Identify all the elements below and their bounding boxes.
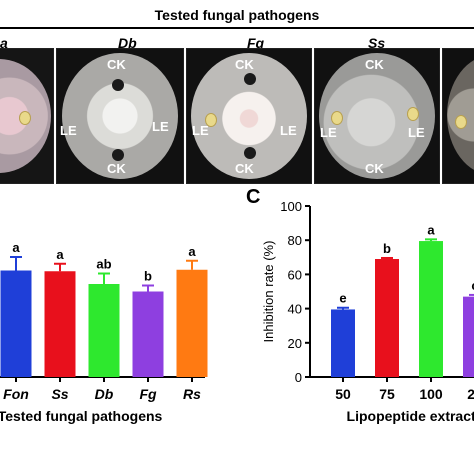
panel-label-1: a (0, 35, 8, 51)
agar-plug-left (331, 111, 343, 125)
significance-label: ab (96, 257, 111, 272)
y-tick-label: 20 (288, 336, 302, 351)
significance-label: a (56, 247, 64, 262)
plate-photo-db: CK CK LE LE (56, 48, 184, 184)
plate-photo-5 (442, 48, 474, 184)
bar-100 (419, 241, 443, 377)
significance-label: a (12, 240, 20, 255)
agar-plug (205, 113, 217, 127)
chart-inhibition-by-pathogen: a Fon a Ss ab Db b Fg a Rs Tested fungal pathogens (0, 240, 208, 424)
plate-label-ck-top: CK (365, 57, 384, 72)
x-tick-label: Rs (183, 386, 201, 402)
chart-c-plot: 0 20 40 60 80 100 Inhibition rate (%) e 50 b 75 a 10… (261, 199, 474, 424)
plate-label-le-right: LE (280, 123, 297, 138)
x-axis-title: Lipopeptide extracts (347, 408, 474, 424)
bar-50 (331, 309, 355, 377)
well-bottom (112, 149, 124, 161)
plate-label-le-left: LE (320, 125, 337, 140)
x-tick-label: 75 (379, 386, 395, 402)
x-tick-label: Db (95, 386, 114, 402)
plate-label-ck-bottom: CK (107, 161, 126, 176)
well-top (112, 79, 124, 91)
bar-20 (463, 296, 474, 377)
x-tick-label: Ss (51, 386, 68, 402)
y-axis-title: Inhibition rate (%) (261, 241, 276, 343)
agar-plug-right (407, 107, 419, 121)
agar-plug (19, 111, 31, 125)
well-top (244, 73, 256, 85)
y-tick-label: 0 (295, 370, 302, 385)
panel-label-fg: Fg (247, 35, 265, 51)
x-tick-label: 20 (467, 386, 474, 402)
plate-photo-1 (0, 48, 54, 184)
plate-label-le-right: LE (152, 119, 169, 134)
plate-label-le-left: LE (60, 123, 77, 138)
bar-Db (88, 284, 120, 377)
agar-plug (455, 115, 467, 129)
plate-photo-ss: CK CK LE LE (314, 48, 440, 184)
chart-inhibition-by-extract: 0 20 40 60 80 100 Inhibition rate (%) e 50 b 75 a 10… (261, 199, 474, 424)
plate-label-ck-bottom: CK (365, 161, 384, 176)
x-tick-label: 50 (335, 386, 351, 402)
plate-label-le-right: LE (408, 125, 425, 140)
panel-label-db: Db (118, 35, 137, 51)
plate-photo-fg: CK CK LE LE (186, 48, 312, 184)
x-tick-label: Fg (139, 386, 157, 402)
y-tick-label: 60 (288, 267, 302, 282)
bar-Fon (0, 270, 32, 377)
x-tick-label: 100 (419, 386, 443, 402)
bar-Fg (132, 291, 164, 377)
well-bottom (244, 147, 256, 159)
significance-label: a (427, 222, 435, 237)
significance-label: e (339, 291, 346, 306)
y-tick-label: 80 (288, 233, 302, 248)
chart-b-plot: a Fon a Ss ab Db b Fg a Rs Tested fungal pathogens (0, 240, 208, 424)
significance-label: b (144, 269, 152, 284)
section-label-c: C (246, 186, 261, 208)
panel-label-ss: Ss (368, 35, 386, 51)
bar-Ss (44, 271, 76, 377)
y-tick-label: 100 (280, 199, 302, 214)
figure-heading: Tested fungal pathogens (154, 7, 320, 23)
significance-label: a (188, 244, 196, 259)
plate-label-ck-top: CK (235, 57, 254, 72)
x-axis-title: Tested fungal pathogens (0, 408, 163, 424)
significance-label: b (383, 241, 391, 256)
plate-label-le-left: LE (192, 123, 209, 138)
plate-label-ck-bottom: CK (235, 161, 254, 176)
bar-Rs (176, 269, 208, 377)
heading-underline (0, 27, 474, 29)
plate-label-ck-top: CK (107, 57, 126, 72)
x-tick-label: Fon (3, 386, 29, 402)
significance-label: c (471, 278, 474, 293)
bar-75 (375, 259, 399, 377)
y-tick-label: 40 (288, 302, 302, 317)
